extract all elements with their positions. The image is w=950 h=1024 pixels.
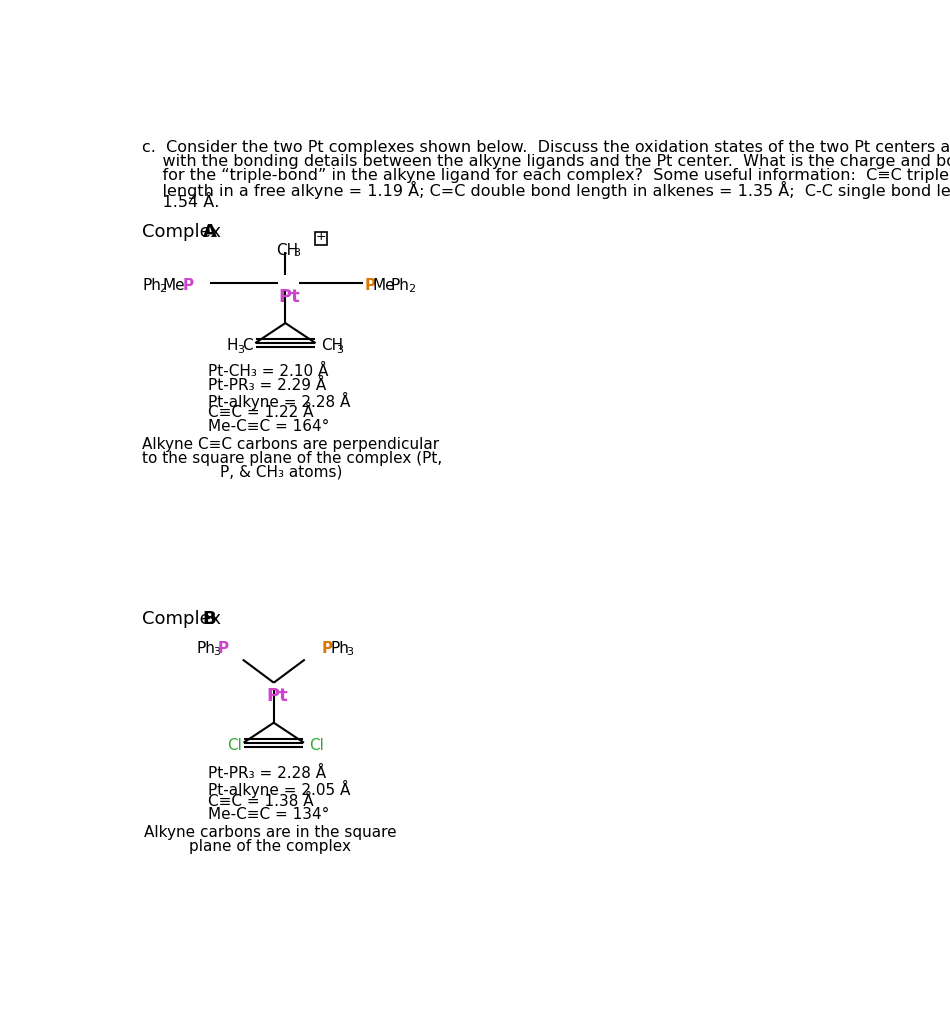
Text: +: + [315,230,327,243]
Text: 1.54 Å.: 1.54 Å. [142,196,219,210]
Text: Cl: Cl [227,738,242,753]
Text: Pt-PR₃ = 2.29 Å: Pt-PR₃ = 2.29 Å [208,378,326,393]
Text: Alkyne carbons are in the square: Alkyne carbons are in the square [143,825,396,840]
Text: Pt-alkyne = 2.05 Å: Pt-alkyne = 2.05 Å [208,779,351,798]
Text: C≡C = 1.38 Å: C≡C = 1.38 Å [208,794,314,809]
Text: CH: CH [321,339,343,353]
Text: Pt-PR₃ = 2.28 Å: Pt-PR₃ = 2.28 Å [208,766,326,781]
Text: Complex: Complex [142,609,227,628]
Text: for the “triple-bond” in the alkyne ligand for each complex?  Some useful inform: for the “triple-bond” in the alkyne liga… [142,168,950,182]
Text: plane of the complex: plane of the complex [189,839,351,854]
Text: c.  Consider the two Pt complexes shown below.  Discuss the oxidation states of : c. Consider the two Pt complexes shown b… [142,140,950,155]
Text: Alkyne C≡C carbons are perpendicular: Alkyne C≡C carbons are perpendicular [142,437,439,452]
Text: with the bonding details between the alkyne ligands and the Pt center.  What is : with the bonding details between the alk… [142,154,950,169]
Text: 2: 2 [408,284,415,294]
Text: Me: Me [163,278,185,293]
Text: P: P [322,641,332,656]
Text: Complex: Complex [142,223,227,241]
Bar [314,232,327,245]
Text: Me-C≡C = 164°: Me-C≡C = 164° [208,420,330,434]
Text: Ph: Ph [142,278,161,293]
Text: 2: 2 [159,284,166,294]
Text: Ph: Ph [331,641,350,656]
Text: P: P [182,278,194,293]
Text: Ph: Ph [197,641,215,656]
Text: A: A [202,223,217,241]
Text: length in a free alkyne = 1.19 Å; C=C double bond length in alkenes = 1.35 Å;  C: length in a free alkyne = 1.19 Å; C=C do… [142,181,950,200]
Text: C≡C = 1.22 Å: C≡C = 1.22 Å [208,406,314,421]
Text: Ph: Ph [390,278,409,293]
Text: B: B [202,609,216,628]
Text: 3: 3 [214,647,220,657]
Text: Pt: Pt [267,687,289,706]
Text: 3: 3 [294,249,300,258]
Text: C: C [242,339,253,353]
Text: Cl: Cl [310,738,324,753]
Text: to the square plane of the complex (Pt,: to the square plane of the complex (Pt, [142,451,443,466]
Text: Pt-alkyne = 2.28 Å: Pt-alkyne = 2.28 Å [208,391,351,410]
Text: P, & CH₃ atoms): P, & CH₃ atoms) [220,465,343,480]
Text: P: P [365,278,375,293]
Text: Me: Me [373,278,395,293]
Text: Pt: Pt [278,288,300,305]
Text: Pt-CH₃ = 2.10 Å: Pt-CH₃ = 2.10 Å [208,364,329,379]
Text: CH: CH [276,243,298,258]
Text: 3: 3 [238,345,244,354]
Text: P: P [218,641,229,656]
Text: H: H [226,339,238,353]
Text: Me-C≡C = 134°: Me-C≡C = 134° [208,807,330,822]
Text: 3: 3 [336,345,344,354]
Text: 3: 3 [347,647,353,657]
